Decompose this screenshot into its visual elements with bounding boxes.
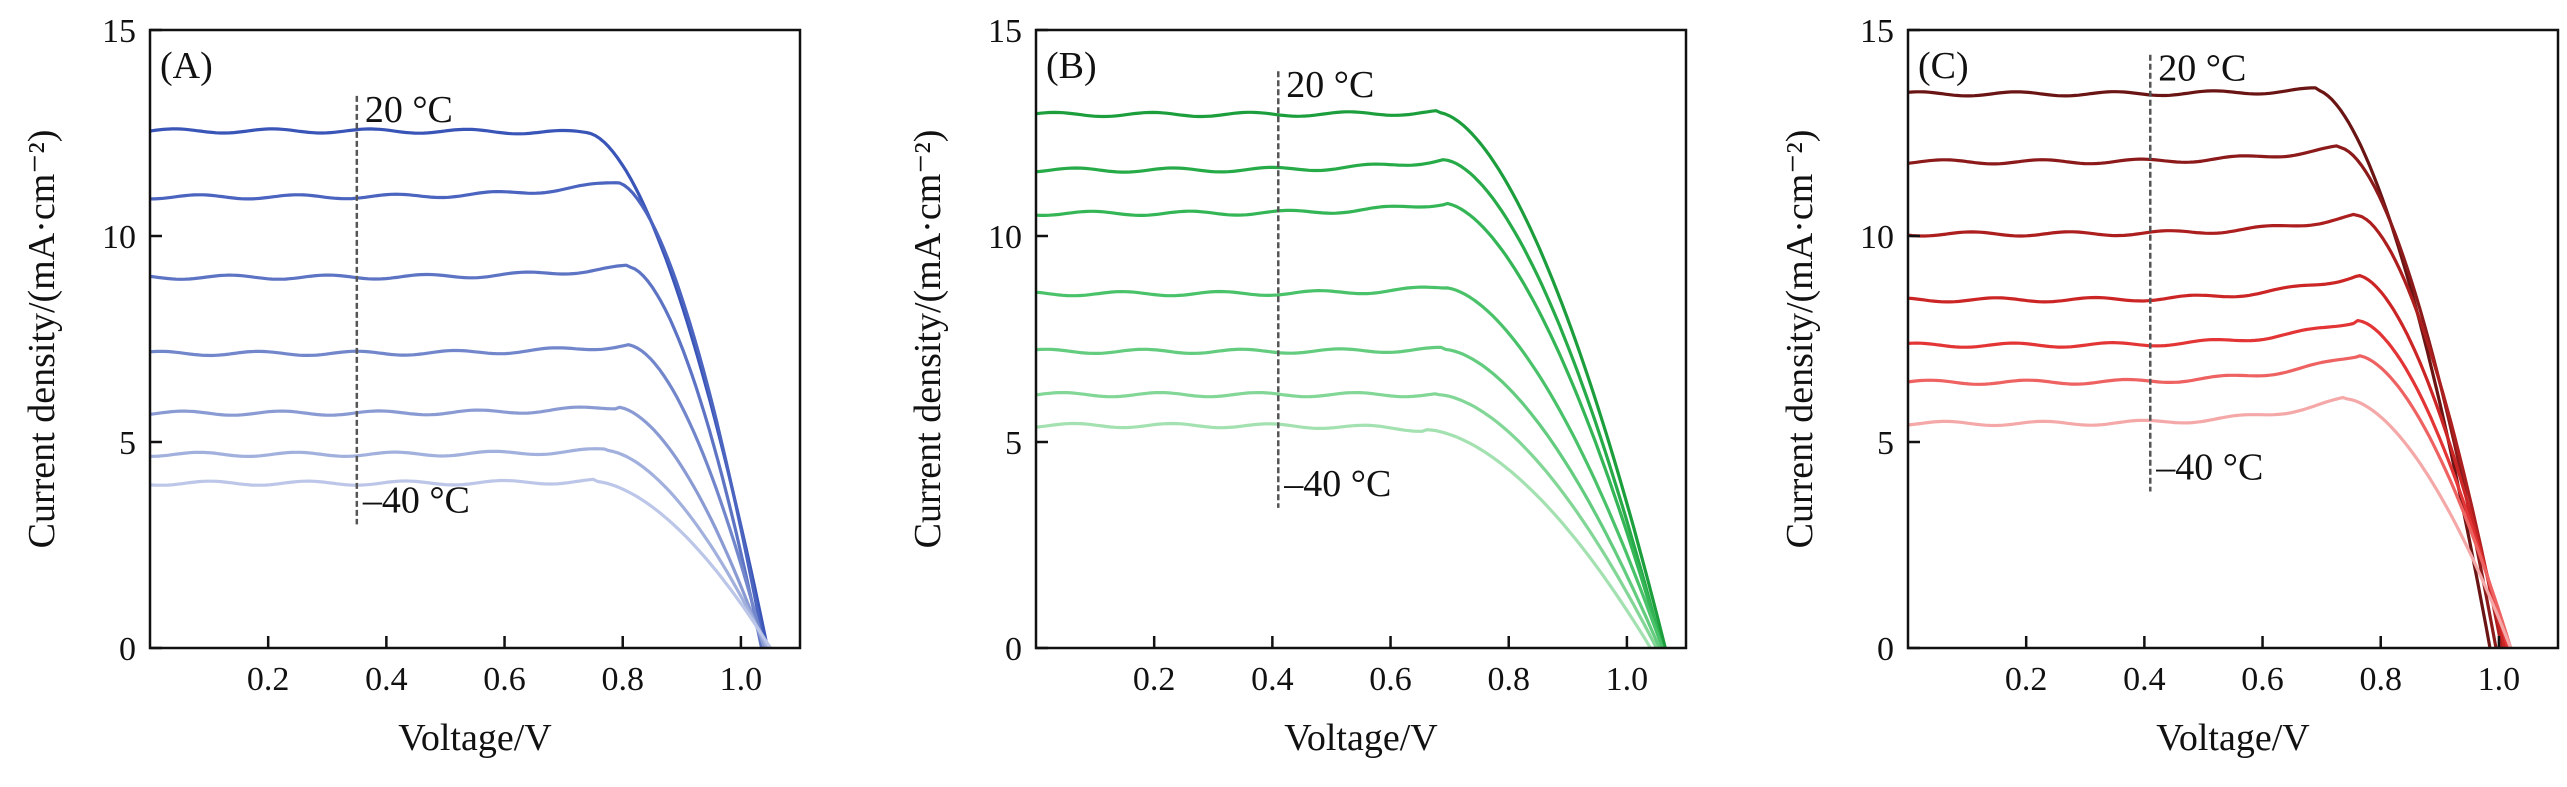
series-line-1 bbox=[1907, 86, 2492, 649]
series-line-7 bbox=[1035, 421, 1652, 649]
series-line-3 bbox=[1907, 212, 2504, 649]
x-tick-label: 0.8 bbox=[2359, 661, 2402, 698]
plot-frame bbox=[1034, 28, 1688, 650]
series-line-3 bbox=[1035, 201, 1664, 649]
plot-frame bbox=[1906, 28, 2560, 650]
series-line-6 bbox=[1907, 354, 2513, 649]
y-axis-title: Current density/(mA·cm⁻²) bbox=[21, 130, 63, 549]
x-tick-label: 0.6 bbox=[483, 661, 526, 698]
x-tick-label: 0.8 bbox=[1487, 661, 1530, 698]
y-axis-title: Current density/(mA·cm⁻²) bbox=[907, 130, 949, 549]
series-line-2 bbox=[1907, 144, 2498, 649]
y-tick-label: 5 bbox=[1005, 425, 1022, 462]
temperature-top-label: 20 °C bbox=[2158, 48, 2246, 90]
x-axis-title: Voltage/V bbox=[398, 717, 552, 759]
x-tick-label: 0.8 bbox=[601, 661, 644, 698]
panel-label: (A) bbox=[160, 45, 213, 87]
x-axis-title: Voltage/V bbox=[1284, 717, 1438, 759]
x-tick-label: 0.2 bbox=[2005, 661, 2048, 698]
y-axis-title: Current density/(mA·cm⁻²) bbox=[1779, 130, 1821, 549]
y-tick-label: 0 bbox=[1877, 631, 1894, 668]
series-line-6 bbox=[149, 447, 769, 649]
y-tick-label: 10 bbox=[988, 219, 1022, 256]
panel-3: 0.2 0.4 0.6 0.8 1.0 0 5 10 15 Voltage/V Current de… bbox=[1779, 13, 2560, 759]
y-tick-label: 10 bbox=[102, 219, 136, 256]
temperature-top-label: 20 °C bbox=[365, 89, 453, 131]
series-line-2 bbox=[1035, 158, 1664, 649]
x-tick-label: 1.0 bbox=[2478, 661, 2521, 698]
x-tick-label: 0.4 bbox=[365, 661, 408, 698]
series-line-5 bbox=[149, 405, 767, 649]
x-tick-label: 1.0 bbox=[1606, 661, 1649, 698]
x-tick-label: 0.2 bbox=[247, 661, 290, 698]
series-line-4 bbox=[149, 343, 767, 649]
x-tick-label: 0.4 bbox=[2123, 661, 2166, 698]
x-tick-label: 0.2 bbox=[1133, 661, 1176, 698]
y-tick-label: 15 bbox=[1860, 13, 1894, 50]
x-tick-label: 0.6 bbox=[1369, 661, 1412, 698]
series-line-1 bbox=[1035, 109, 1667, 649]
panel-1: 0.2 0.4 0.6 0.8 1.0 0 5 10 15 Voltage/V Current de… bbox=[21, 13, 802, 759]
panel-label: (B) bbox=[1046, 45, 1097, 87]
series-line-2 bbox=[150, 181, 767, 649]
x-axis-title: Voltage/V bbox=[2156, 717, 2310, 759]
series-line-5 bbox=[1035, 345, 1661, 649]
panel-2: 0.2 0.4 0.6 0.8 1.0 0 5 10 15 Voltage/V Current de… bbox=[907, 13, 1688, 759]
x-tick-label: 0.4 bbox=[1251, 661, 1294, 698]
series-line-3 bbox=[149, 263, 764, 649]
series-line-7 bbox=[1907, 395, 2513, 649]
series-line-1 bbox=[149, 127, 770, 649]
y-tick-label: 15 bbox=[988, 13, 1022, 50]
series-line-4 bbox=[1035, 285, 1664, 649]
y-tick-label: 15 bbox=[102, 13, 136, 50]
series-line-5 bbox=[1907, 318, 2510, 649]
y-tick-label: 5 bbox=[1877, 425, 1894, 462]
temperature-top-label: 20 °C bbox=[1286, 64, 1374, 106]
panel-label: (C) bbox=[1918, 45, 1969, 87]
x-tick-label: 0.6 bbox=[2241, 661, 2284, 698]
series-line-7 bbox=[149, 477, 772, 649]
y-tick-label: 5 bbox=[119, 425, 136, 462]
x-tick-label: 1.0 bbox=[720, 661, 763, 698]
y-tick-label: 0 bbox=[1005, 631, 1022, 668]
y-tick-label: 10 bbox=[1860, 219, 1894, 256]
y-tick-label: 0 bbox=[119, 631, 136, 668]
temperature-bottom-label: –40 °C bbox=[2155, 446, 2263, 488]
temperature-bottom-label: –40 °C bbox=[362, 479, 470, 521]
series-line-6 bbox=[1035, 391, 1658, 649]
plot-frame bbox=[148, 28, 802, 650]
temperature-bottom-label: –40 °C bbox=[1283, 463, 1391, 505]
series-line-4 bbox=[1907, 274, 2507, 649]
